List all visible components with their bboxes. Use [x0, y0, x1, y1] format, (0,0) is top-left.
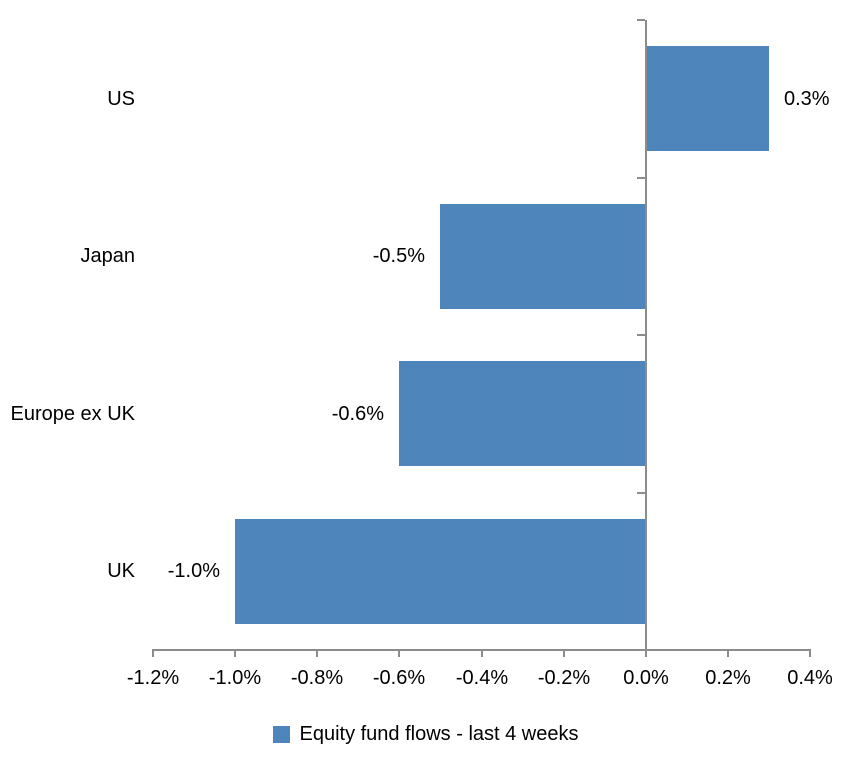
category-axis-tick	[637, 649, 645, 651]
category-label-japan: Japan	[80, 245, 136, 267]
data-label-us: 0.3%	[784, 88, 830, 110]
x-tick-label: -1.0%	[208, 667, 262, 689]
bar-europe-ex-uk	[399, 361, 645, 466]
x-axis-tick	[809, 650, 811, 657]
x-tick-label: -0.6%	[372, 667, 426, 689]
chart-legend: Equity fund flows - last 4 weeks	[0, 721, 852, 747]
category-label-uk: UK	[107, 560, 135, 582]
category-axis-tick	[637, 492, 645, 494]
data-label-japan: -0.5%	[372, 245, 425, 267]
category-label-us: US	[107, 88, 135, 110]
x-tick-label: -0.2%	[537, 667, 591, 689]
category-axis-tick	[637, 19, 645, 21]
x-axis-tick	[563, 650, 565, 657]
x-axis-tick	[398, 650, 400, 657]
legend-label: Equity fund flows - last 4 weeks	[299, 723, 579, 745]
category-axis-tick	[637, 334, 645, 336]
zero-axis-line	[645, 20, 647, 650]
x-axis-tick	[152, 650, 154, 657]
x-axis-tick	[645, 650, 647, 657]
x-tick-label: 0.4%	[787, 667, 833, 689]
bar-us	[646, 46, 769, 151]
x-axis-tick	[316, 650, 318, 657]
x-axis-tick	[727, 650, 729, 657]
x-axis-tick	[234, 650, 236, 657]
x-tick-label: -0.8%	[290, 667, 344, 689]
x-axis-tick	[481, 650, 483, 657]
category-label-europe-ex-uk: Europe ex UK	[10, 403, 135, 425]
x-tick-label: -1.2%	[126, 667, 180, 689]
x-tick-label: -0.4%	[455, 667, 509, 689]
legend-swatch-icon	[273, 725, 291, 743]
bar-japan	[440, 204, 645, 309]
x-tick-label: 0.0%	[623, 667, 669, 689]
category-axis-tick	[637, 177, 645, 179]
bar-uk	[235, 519, 646, 624]
data-label-uk: -1.0%	[167, 560, 220, 582]
x-tick-label: 0.2%	[705, 667, 751, 689]
data-label-europe-ex-uk: -0.6%	[331, 403, 384, 425]
